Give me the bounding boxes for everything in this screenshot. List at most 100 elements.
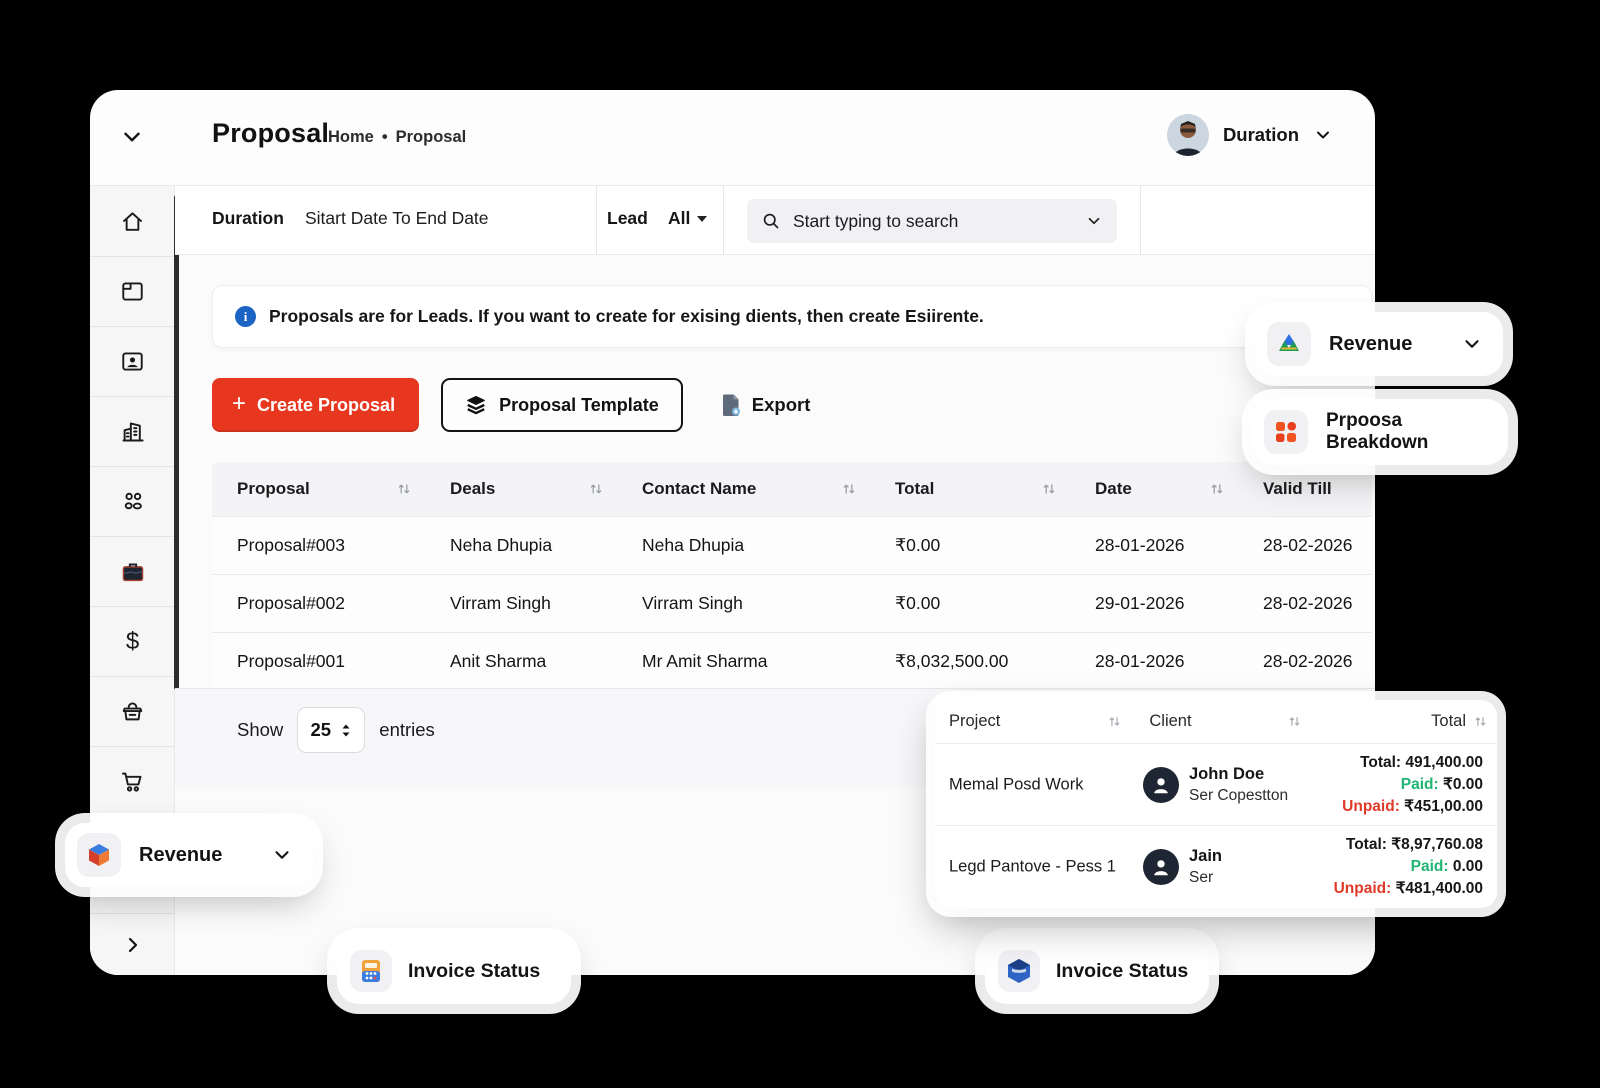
sidebar-item-finance[interactable]: $ bbox=[90, 606, 175, 676]
invoice-status-right-label: Invoice Status bbox=[1056, 959, 1189, 982]
cell-proposal[interactable]: Proposal#001 bbox=[237, 650, 345, 671]
table-row[interactable]: Proposal#001 Anit Sharma Mr Amit Sharma … bbox=[212, 632, 1372, 690]
cell-deals: Virram Singh bbox=[450, 593, 551, 613]
revenue-widget-toggle[interactable]: Revenue bbox=[1255, 312, 1503, 376]
chevron-down-icon bbox=[1465, 340, 1479, 348]
collapse-sidebar-chevron-down-icon[interactable] bbox=[119, 124, 145, 155]
row-totals: Total: 491,400.00 Paid: ₹0.00 Unpaid: ₹4… bbox=[1342, 752, 1483, 818]
chevron-down-icon bbox=[275, 851, 289, 859]
breadcrumb: Home • Proposal bbox=[328, 128, 466, 147]
sort-icon[interactable] bbox=[589, 482, 603, 496]
summary-column-project[interactable]: Project bbox=[949, 712, 1001, 730]
create-proposal-button[interactable]: + Create Proposal bbox=[212, 378, 420, 432]
column-header-contact-name[interactable]: Contact Name bbox=[617, 462, 870, 516]
sidebar-item-company[interactable] bbox=[90, 396, 175, 466]
filter-bar: Duration Sitart Date To End Date Lead Al… bbox=[175, 186, 1375, 255]
filter-divider bbox=[1140, 186, 1141, 255]
revenue-widget-bottom-label: Revenue bbox=[139, 843, 223, 866]
caret-down-icon bbox=[697, 215, 708, 222]
revenue-widget-label: Revenue bbox=[1329, 332, 1413, 355]
header-divider bbox=[90, 185, 1375, 186]
sort-icon[interactable] bbox=[397, 482, 411, 496]
client-avatar bbox=[1143, 849, 1179, 885]
user-avatar[interactable] bbox=[1166, 114, 1209, 156]
search-box[interactable] bbox=[747, 199, 1117, 243]
sidebar-scrollbar[interactable] bbox=[174, 195, 179, 690]
sidebar-item-store[interactable] bbox=[90, 676, 175, 746]
sort-icon[interactable] bbox=[842, 482, 856, 496]
sort-icon[interactable] bbox=[1042, 482, 1056, 496]
client-name: Jain bbox=[1189, 847, 1223, 865]
client-info: John Doe Ser Copestton bbox=[1189, 765, 1288, 805]
table-row[interactable]: Proposal#003 Neha Dhupia Neha Dhupia ₹0.… bbox=[212, 516, 1372, 574]
sort-icon[interactable] bbox=[1474, 715, 1487, 728]
cell-contact: Neha Dhupia bbox=[642, 535, 745, 555]
search-input[interactable] bbox=[793, 210, 1073, 232]
column-header-total[interactable]: Total bbox=[870, 462, 1070, 516]
sidebar-item-proposals-active[interactable] bbox=[90, 536, 175, 606]
user-avatar-icon bbox=[1166, 114, 1209, 156]
total-value: ₹8,97,760.08 bbox=[1391, 836, 1483, 853]
briefcase-icon bbox=[122, 563, 143, 581]
cell-proposal[interactable]: Proposal#003 bbox=[237, 535, 345, 555]
summary-column-total[interactable]: Total bbox=[1431, 712, 1466, 730]
cell-total: ₹8,032,500.00 bbox=[895, 650, 1009, 671]
sort-icon[interactable] bbox=[1288, 715, 1301, 728]
filter-divider bbox=[723, 186, 724, 255]
info-banner-text: Proposals are for Leads. If you want to … bbox=[269, 306, 984, 326]
show-label: Show bbox=[237, 719, 284, 740]
invoice-status-widget-left[interactable]: Invoice Status bbox=[337, 938, 571, 1004]
cell-total: ₹0.00 bbox=[895, 535, 941, 555]
filter-divider bbox=[596, 186, 597, 255]
column-header-date[interactable]: Date bbox=[1070, 462, 1238, 516]
revenue-widget-bottom-toggle[interactable]: Revenue bbox=[65, 823, 313, 887]
duration-filter-value[interactable]: Sitart Date To End Date bbox=[305, 208, 489, 228]
updown-caret-icon bbox=[342, 724, 350, 736]
cell-date: 29-01-2026 bbox=[1095, 593, 1185, 613]
breadcrumb-current: Proposal bbox=[395, 128, 467, 146]
cell-date: 28-01-2026 bbox=[1095, 650, 1185, 671]
page-size-control: Show 25 entries bbox=[237, 707, 435, 753]
unpaid-value: ₹481,400.00 bbox=[1395, 880, 1483, 897]
table-header-row: Proposal Deals Contact Name Total Date V… bbox=[212, 462, 1372, 516]
unpaid-value: ₹451,00.00 bbox=[1404, 797, 1483, 815]
hex-cube-icon bbox=[998, 950, 1040, 992]
breadcrumb-home-link[interactable]: Home bbox=[328, 128, 374, 146]
search-icon bbox=[763, 213, 779, 229]
table-row[interactable]: Proposal#002 Virram Singh Virram Singh ₹… bbox=[212, 574, 1372, 632]
page-size-select[interactable]: 25 bbox=[297, 707, 366, 753]
sort-icon[interactable] bbox=[1108, 715, 1121, 728]
sidebar-item-home[interactable] bbox=[90, 186, 175, 256]
sidebar-expand-chevron-right-icon[interactable] bbox=[90, 913, 175, 975]
column-header-proposal[interactable]: Proposal bbox=[212, 462, 425, 516]
dollar-icon: $ bbox=[125, 627, 140, 655]
cell-deals: Neha Dhupia bbox=[450, 535, 553, 555]
sidebar-item-contacts[interactable] bbox=[90, 326, 175, 396]
chevron-down-icon[interactable] bbox=[1085, 212, 1103, 230]
cell-valid-till: 28-02-2026 bbox=[1263, 593, 1353, 613]
cart-icon bbox=[121, 772, 142, 792]
calculator-icon bbox=[350, 950, 392, 992]
sidebar-item-teams[interactable] bbox=[90, 466, 175, 536]
cell-proposal[interactable]: Proposal#002 bbox=[237, 593, 345, 613]
summary-row[interactable]: Legd Pantove - Pess 1 Jain Ser Total: ₹8… bbox=[935, 826, 1497, 908]
lead-filter-dropdown[interactable]: All bbox=[668, 208, 708, 229]
sidebar-item-wallet[interactable] bbox=[90, 256, 175, 326]
export-file-icon bbox=[722, 394, 740, 416]
summary-row[interactable]: Memal Posd Work John Doe Ser Copestton T… bbox=[935, 744, 1497, 826]
sidebar-item-orders[interactable] bbox=[90, 746, 175, 816]
proposal-breakdown-label: Prpoosa Breakdown bbox=[1326, 410, 1429, 453]
column-header-deals[interactable]: Deals bbox=[425, 462, 617, 516]
column-header-valid-till[interactable]: Valid Till bbox=[1263, 479, 1332, 498]
client-avatar bbox=[1143, 766, 1179, 803]
sort-icon[interactable] bbox=[1210, 482, 1224, 496]
cell-deals: Anit Sharma bbox=[450, 650, 547, 671]
proposal-breakdown-widget[interactable]: Prpoosa Breakdown bbox=[1252, 399, 1508, 465]
proposal-template-button[interactable]: Proposal Template bbox=[441, 378, 683, 432]
export-button[interactable]: Export bbox=[711, 378, 821, 432]
summary-column-client[interactable]: Client bbox=[1149, 712, 1192, 730]
project-summary-panel: Project Client Total Memal Posd Work Joh… bbox=[935, 700, 1497, 908]
invoice-status-widget-right[interactable]: Invoice Status bbox=[985, 938, 1209, 1004]
header-user-menu[interactable]: Duration bbox=[1166, 114, 1333, 156]
home-icon bbox=[123, 211, 142, 231]
